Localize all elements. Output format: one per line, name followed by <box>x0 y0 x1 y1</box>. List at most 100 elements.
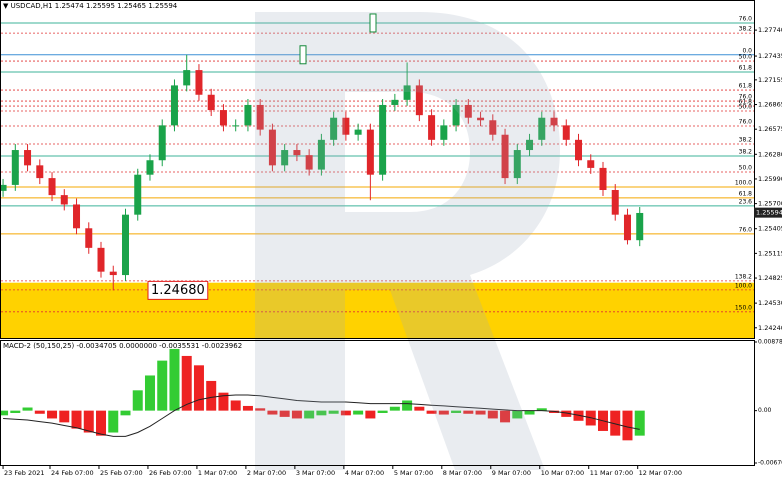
candle-body <box>379 104 387 175</box>
fib-level-label: 76.0 <box>739 226 753 233</box>
candle-body <box>60 195 68 205</box>
fib-level-label: 38.2 <box>739 136 753 143</box>
candle-body <box>452 104 460 126</box>
x-tick-label: 5 Mar 07:00 <box>394 469 433 477</box>
y-tick-label: 1.27155 <box>758 76 782 84</box>
macd-bar <box>120 410 131 416</box>
y-tick-label: 1.27435 <box>758 52 782 60</box>
macd-bar <box>353 410 364 415</box>
macd-bar <box>291 410 302 419</box>
candle-body <box>513 150 521 179</box>
macd-bar <box>328 410 339 414</box>
macd-bar <box>500 410 511 423</box>
fib-level-label: 138.2 <box>735 273 752 280</box>
macd-bar <box>10 410 21 413</box>
macd-bar <box>169 348 180 411</box>
candle-body <box>232 125 240 127</box>
candle-body <box>403 85 411 100</box>
macd-bar <box>255 408 266 411</box>
fib-level-label: 150.0 <box>735 304 752 311</box>
fib-level-label: 38.2 <box>739 26 753 33</box>
macd-bar <box>71 410 82 429</box>
candle-body <box>562 125 570 140</box>
macd-bar <box>426 410 437 414</box>
fib-level-label: 76.0 <box>739 118 753 125</box>
macd-bar <box>377 410 388 413</box>
target-box <box>147 280 209 300</box>
macd-bar <box>414 406 425 411</box>
target-label: 1.24680 <box>151 283 205 298</box>
fib-level-label: 23.6 <box>739 198 753 205</box>
candle-body <box>183 70 191 86</box>
macd-bar <box>451 410 462 413</box>
macd-bar <box>304 410 315 419</box>
plot-layer: 76.038.20.050.061.861.876.061.850.076.03… <box>0 15 754 441</box>
candle-body <box>342 117 350 135</box>
fib-level-label: 76.0 <box>739 15 753 22</box>
candle-body <box>170 85 178 126</box>
macd-bar <box>634 410 645 436</box>
y-tick-label: 0.00 <box>758 407 772 414</box>
x-tick-label: 23 Feb 2021 <box>4 469 44 477</box>
y-tick-label: 1.24240 <box>758 324 782 332</box>
fib-level-label: 100.0 <box>735 282 752 289</box>
y-tick-label: 1.27740 <box>758 26 782 34</box>
candle-body <box>0 184 7 191</box>
main-panel-frame <box>0 0 755 339</box>
x-tick-label: 4 Mar 07:00 <box>345 469 384 477</box>
macd-bar <box>389 406 400 411</box>
fib-level-label: 38.2 <box>739 148 753 155</box>
candle-body <box>599 167 607 191</box>
y-tick-label: 1.26280 <box>758 150 782 158</box>
macd-bar <box>267 410 278 415</box>
fib-level-label: 100.0 <box>735 179 752 186</box>
macd-bar <box>340 410 351 416</box>
candle-body <box>207 94 215 111</box>
x-tick-label: 3 Mar 07:00 <box>296 469 335 477</box>
macd-bar <box>59 410 70 423</box>
macd-bar <box>279 410 290 417</box>
macd-panel-frame <box>0 340 755 466</box>
macd-bar <box>463 410 474 414</box>
fib-level-label: 76.0 <box>739 94 753 101</box>
watermark-logo <box>255 12 560 470</box>
x-tick-label: 24 Feb 07:00 <box>51 469 94 477</box>
candle-body <box>415 85 423 116</box>
candle-body <box>219 110 227 126</box>
macd-bar <box>144 375 155 411</box>
target-box <box>299 45 307 65</box>
candle-body <box>48 178 56 196</box>
macd-bar <box>475 410 486 415</box>
macd-bar <box>157 360 168 411</box>
macd-bar <box>316 410 327 416</box>
candle-body <box>464 104 472 118</box>
candle-body <box>146 160 154 175</box>
y-tick-label: 0.0087837 <box>758 339 782 346</box>
macd-header: MACD-2 (50,150,25) -0.0034705 0.0000000 … <box>3 342 242 350</box>
candle-body <box>489 120 497 135</box>
y-tick-label: 1.26575 <box>758 125 782 133</box>
fib-level-label: 50.0 <box>739 164 753 171</box>
candle-body <box>121 214 129 276</box>
chart-header: ▼ USDCAD,H1 1.25474 1.25595 1.25465 1.25… <box>3 2 178 10</box>
macd-bar <box>487 410 498 419</box>
y-tick-label: 1.25700 <box>758 200 782 208</box>
y-tick-label: 1.26865 <box>758 101 782 109</box>
y-tick-label: 1.24825 <box>758 274 782 282</box>
macd-bar <box>622 410 633 441</box>
last-price-label: 1.25594 <box>756 209 782 217</box>
macd-bar <box>193 365 204 411</box>
candle-body <box>477 117 485 121</box>
candle-body <box>24 150 32 166</box>
candle-body <box>11 150 19 185</box>
macd-bar <box>524 410 535 415</box>
macd-bar <box>561 410 572 417</box>
macd-bar <box>365 410 376 419</box>
candle-body <box>97 247 105 272</box>
y-tick-label: -0.006701 <box>758 460 782 467</box>
fib-level-label: 61.8 <box>739 190 753 197</box>
fib-level-label: 61.8 <box>739 99 753 106</box>
candle-body <box>256 104 264 130</box>
y-tick-label: 1.25405 <box>758 225 782 233</box>
